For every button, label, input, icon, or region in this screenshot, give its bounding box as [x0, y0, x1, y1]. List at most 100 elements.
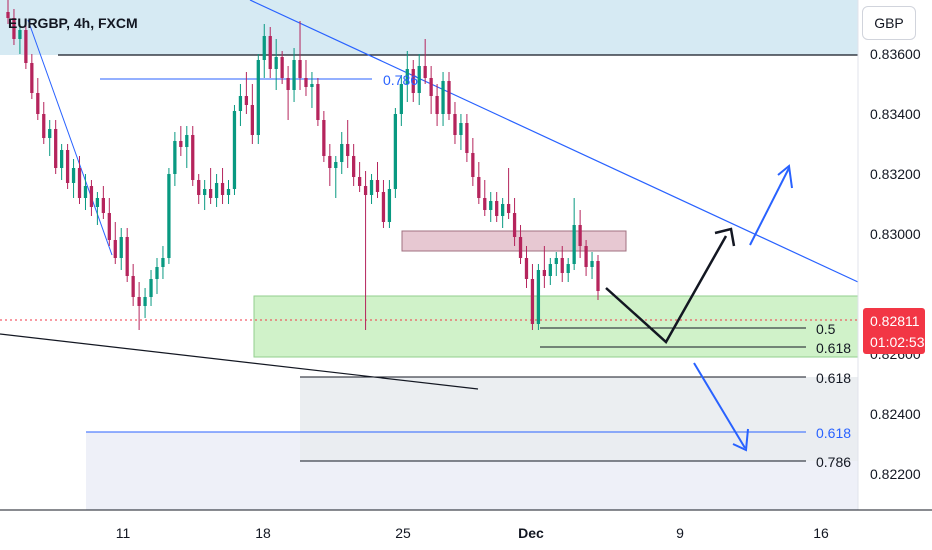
candle-body	[304, 78, 308, 87]
projection-arrowhead	[714, 227, 736, 247]
candle-body	[149, 279, 153, 297]
candle-body	[101, 198, 105, 213]
candle-body	[226, 189, 231, 195]
candle-body	[340, 144, 344, 162]
price-tick-label: 0.82200	[870, 466, 921, 482]
fib-618-label-a: 0.618	[816, 340, 851, 356]
candle-body	[441, 81, 445, 114]
candle-body	[471, 153, 475, 177]
time-tick-label: 16	[813, 525, 829, 541]
candle-body	[560, 258, 564, 273]
support-trendline[interactable]	[0, 333, 479, 390]
candle-body	[107, 213, 111, 240]
candle-body	[89, 186, 94, 207]
candle-body	[584, 246, 588, 267]
candle-body	[161, 258, 165, 267]
candle-body	[429, 78, 433, 96]
candle-body	[399, 84, 403, 114]
price-tick-label: 0.83200	[870, 166, 921, 182]
candle-body	[250, 105, 254, 135]
fib-786-top-label: 0.786	[383, 72, 418, 88]
candle-body	[24, 30, 28, 63]
price-tag-countdown: 01:02:53	[870, 334, 925, 350]
candle-body	[244, 96, 249, 105]
bullish-arrowhead	[777, 164, 793, 189]
candle-body	[363, 186, 368, 195]
candle-body	[536, 270, 541, 324]
candle-body	[95, 198, 100, 207]
candle-body	[387, 189, 392, 222]
candle-body	[542, 270, 547, 276]
top-resistance-band	[0, 0, 858, 55]
candle-body	[369, 180, 374, 195]
candle-body	[316, 84, 320, 120]
bearish-arrowhead	[732, 428, 749, 452]
price-tick-label: 0.83000	[870, 226, 921, 242]
candle-body	[77, 168, 82, 198]
fib-618-label-c: 0.618	[816, 425, 851, 441]
candles-group	[6, 0, 600, 330]
candle-body	[71, 168, 76, 183]
price-axis[interactable]: 0.836000.834000.832000.830000.826000.824…	[870, 46, 921, 482]
candle-body	[524, 258, 529, 279]
candle-body	[83, 186, 88, 198]
candle-body	[477, 177, 481, 198]
candle-body	[459, 123, 463, 135]
candle-body	[286, 78, 290, 90]
candle-body	[572, 225, 576, 264]
candle-body	[113, 240, 117, 258]
candle-body	[447, 81, 451, 114]
candle-body	[167, 174, 171, 258]
candle-body	[185, 135, 189, 147]
fib-05-label: 0.5	[816, 321, 836, 337]
candle-body	[352, 156, 356, 177]
candle-body	[405, 69, 409, 84]
candle-body	[274, 57, 278, 69]
candle-body	[30, 63, 34, 93]
candle-body	[280, 57, 284, 78]
currency-button[interactable]: GBP	[862, 6, 916, 40]
candle-body	[179, 141, 183, 147]
fib-618-label-b: 0.618	[816, 370, 851, 386]
candle-body	[506, 204, 511, 213]
candle-body	[310, 84, 314, 87]
projection-path[interactable]	[605, 235, 728, 344]
price-tick-label: 0.82400	[870, 406, 921, 422]
time-tick-label: 25	[395, 525, 411, 541]
candle-body	[292, 60, 296, 90]
candle-body	[59, 150, 64, 168]
candle-body	[131, 276, 135, 297]
candle-body	[596, 261, 600, 291]
candle-body	[566, 264, 570, 273]
candle-body	[530, 279, 535, 324]
candle-body	[18, 30, 22, 39]
price-tick-label: 0.83400	[870, 106, 921, 122]
candle-body	[155, 267, 159, 279]
candle-body	[143, 297, 147, 306]
candle-body	[357, 177, 362, 186]
descending-trendline[interactable]	[249, 0, 859, 283]
candle-body	[6, 12, 10, 18]
candle-body	[393, 114, 398, 189]
candle-body	[465, 123, 469, 153]
candle-body	[346, 144, 350, 156]
time-axis-background	[0, 510, 932, 550]
steep-trendline[interactable]	[27, 19, 113, 256]
candle-body	[578, 225, 582, 246]
candle-body	[381, 192, 386, 222]
candle-body	[423, 66, 427, 78]
time-tick-label: 18	[255, 525, 271, 541]
demand-zone	[253, 295, 859, 358]
time-axis[interactable]: 11 18 25 Dec 9 16	[116, 525, 829, 541]
candle-body	[548, 264, 552, 276]
candle-body	[208, 189, 213, 198]
candle-body	[125, 237, 129, 276]
fib-786-label-b: 0.786	[816, 454, 851, 470]
bullish-arrow-line[interactable]	[749, 167, 790, 246]
candle-body	[232, 111, 237, 189]
bearish-arrow-line[interactable]	[693, 362, 746, 449]
candle-body	[262, 36, 266, 60]
candle-body	[191, 135, 195, 180]
